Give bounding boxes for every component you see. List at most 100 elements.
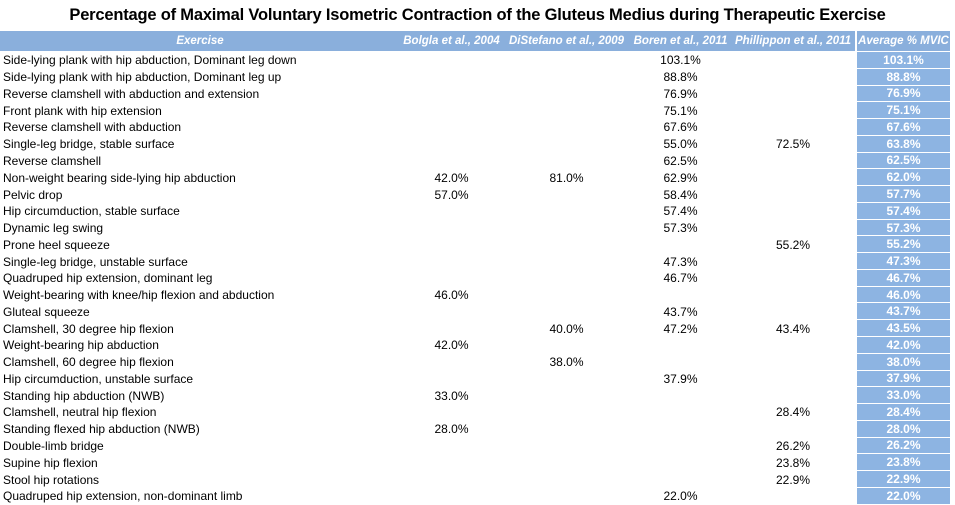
exercise-name-cell: Hip circumduction, unstable surface	[3, 371, 194, 386]
column-header-exercise: Exercise	[0, 31, 400, 51]
table-row: Pelvic drop 57.0% 58.4% 57.7%	[0, 186, 950, 203]
phillippon-value-cell	[731, 69, 855, 86]
phillippon-value-cell	[731, 488, 855, 505]
boren-value-cell	[630, 438, 731, 455]
phillippon-value-cell	[731, 387, 855, 404]
phillippon-value-cell	[731, 354, 855, 371]
bolgla-value-cell	[400, 253, 503, 270]
exercise-name-cell: Standing flexed hip abduction (NWB)	[3, 422, 200, 437]
phillippon-value-cell	[731, 52, 855, 69]
bolgla-value-cell	[400, 454, 503, 471]
exercise-name-cell: Single-leg bridge, stable surface	[3, 137, 175, 152]
phillippon-value-cell: 28.4%	[775, 405, 811, 420]
average-value-cell: 55.2%	[855, 236, 950, 254]
average-value-cell: 57.4%	[855, 202, 950, 220]
phillippon-value-cell	[731, 253, 855, 270]
exercise-name-cell: Reverse clamshell with abduction and ext…	[3, 86, 260, 101]
table-row: Clamshell, 30 degree hip flexion 40.0% 47.…	[0, 320, 950, 338]
bolgla-value-cell	[400, 69, 503, 86]
average-value-cell: 57.7%	[855, 186, 950, 203]
boren-value-cell	[630, 471, 731, 488]
bolgla-value-cell	[400, 320, 503, 337]
boren-value-cell: 43.7%	[663, 304, 698, 319]
table-row: Reverse clamshell 62.5% 62.5%	[0, 152, 950, 170]
average-value-cell: 43.7%	[855, 303, 950, 321]
boren-value-cell	[630, 421, 731, 438]
average-value-cell: 63.8%	[855, 135, 950, 153]
bolgla-value-cell	[400, 488, 503, 505]
bolgla-value-cell	[400, 404, 503, 421]
table-row: Standing hip abduction (NWB) 33.0% 33.0%	[0, 387, 950, 405]
table-row: Dynamic leg swing 57.3% 57.3%	[0, 219, 950, 237]
phillippon-value-cell	[731, 203, 855, 220]
distefano-value-cell	[503, 136, 630, 153]
bolgla-value-cell	[400, 203, 503, 220]
bolgla-value-cell	[400, 236, 503, 253]
average-value-cell: 88.8%	[855, 68, 950, 86]
exercise-name-cell: Quadruped hip extension, non-dominant li…	[3, 489, 243, 504]
average-value-cell: 38.0%	[855, 353, 950, 371]
average-value-cell: 75.1%	[855, 102, 950, 120]
boren-value-cell: 75.1%	[663, 103, 698, 118]
distefano-value-cell	[503, 488, 630, 505]
exercise-name-cell: Double-limb bridge	[3, 438, 104, 453]
distefano-value-cell	[503, 337, 630, 354]
average-value-cell: 76.9%	[855, 85, 950, 103]
bolgla-value-cell	[400, 371, 503, 388]
column-header-bolgla-2004: Bolgla et al., 2004	[400, 31, 503, 51]
phillippon-value-cell: 23.8%	[775, 455, 811, 470]
distefano-value-cell	[503, 253, 630, 270]
column-header-distefano-2009: DiStefano et al., 2009	[503, 31, 630, 51]
phillippon-value-cell	[731, 303, 855, 320]
phillippon-value-cell	[731, 169, 855, 186]
table-row: Supine hip flexion 23.8% 23.8%	[0, 454, 950, 472]
boren-value-cell: 37.9%	[663, 371, 698, 386]
phillippon-value-cell	[731, 153, 855, 170]
phillippon-value-cell: 22.9%	[775, 472, 811, 487]
table-row: Side-lying plank with hip abduction, Dom…	[0, 68, 950, 86]
average-value-cell: 67.6%	[855, 119, 950, 136]
bolgla-value-cell	[400, 136, 503, 153]
table-row: Reverse clamshell with abduction and ext…	[0, 85, 950, 103]
page-title: Percentage of Maximal Voluntary Isometri…	[69, 6, 886, 24]
bolgla-value-cell: 42.0%	[434, 170, 469, 185]
exercise-name-cell: Front plank with hip extension	[3, 103, 162, 118]
exercise-name-cell: Prone heel squeeze	[3, 237, 110, 252]
distefano-value-cell	[503, 438, 630, 455]
average-value-cell: 22.0%	[855, 487, 950, 505]
boren-value-cell	[630, 236, 731, 253]
phillippon-value-cell	[731, 220, 855, 237]
exercise-name-cell: Gluteal squeeze	[3, 304, 90, 319]
average-value-cell: 46.7%	[855, 269, 950, 287]
boren-value-cell: 22.0%	[663, 489, 698, 504]
bolgla-value-cell	[400, 471, 503, 488]
table-row: Hip circumduction, stable surface 57.4% 57…	[0, 202, 950, 220]
distefano-value-cell	[503, 186, 630, 203]
table-row: Quadruped hip extension, non-dominant li…	[0, 487, 950, 505]
table-row: Single-leg bridge, unstable surface 47.3%…	[0, 253, 950, 270]
bolgla-value-cell: 33.0%	[434, 388, 469, 403]
boren-value-cell: 57.4%	[663, 204, 698, 219]
bolgla-value-cell	[400, 119, 503, 136]
table-row: Prone heel squeeze 55.2% 55.2%	[0, 236, 950, 254]
bolgla-value-cell: 42.0%	[434, 338, 469, 353]
bolgla-value-cell	[400, 86, 503, 103]
phillippon-value-cell	[731, 86, 855, 103]
distefano-value-cell	[503, 86, 630, 103]
distefano-value-cell	[503, 220, 630, 237]
phillippon-value-cell: 26.2%	[775, 438, 811, 453]
boren-value-cell: 58.4%	[663, 187, 698, 202]
table-row: Weight-bearing with knee/hip flexion and…	[0, 286, 950, 304]
boren-value-cell: 47.3%	[663, 254, 698, 269]
column-header-average-mvic: Average % MVIC	[855, 31, 950, 51]
phillippon-value-cell	[731, 270, 855, 287]
table-row: Double-limb bridge 26.2% 26.2%	[0, 437, 950, 455]
distefano-value-cell	[503, 153, 630, 170]
phillippon-value-cell: 55.2%	[775, 237, 811, 252]
exercise-name-cell: Quadruped hip extension, dominant leg	[3, 271, 213, 286]
exercise-name-cell: Single-leg bridge, unstable surface	[3, 254, 188, 269]
average-value-cell: 33.0%	[855, 387, 950, 405]
distefano-value-cell	[503, 236, 630, 253]
boren-value-cell	[630, 287, 731, 304]
